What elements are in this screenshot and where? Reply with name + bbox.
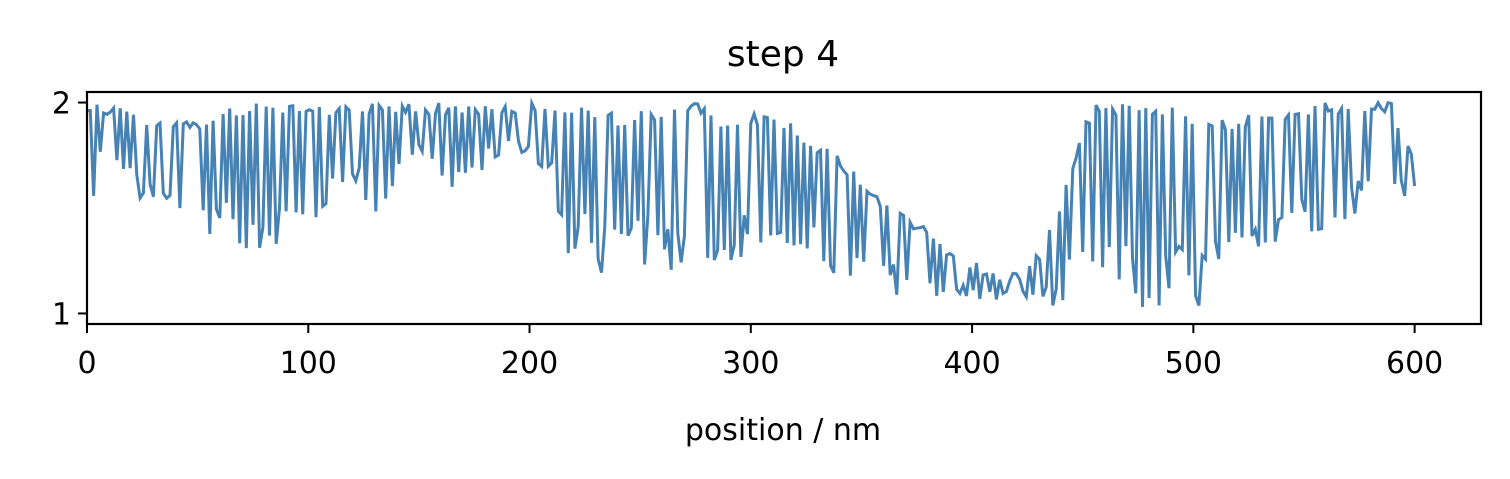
y-tick-label: 1 [52,297,71,332]
x-tick-label: 100 [280,346,337,381]
x-axis-label: position / nm [685,413,881,448]
x-tick-label: 600 [1386,346,1443,381]
chart-title: step 4 [727,34,839,75]
series-layer [86,97,1417,307]
x-tick-label: 200 [501,346,558,381]
plot-frame [85,90,1483,326]
x-tick-label: 500 [1165,346,1222,381]
x-tick-label: 300 [722,346,779,381]
x-tick-label: 400 [943,346,1000,381]
series-line [86,97,1417,307]
x-tick-label: 0 [77,346,96,381]
y-tick-label: 2 [52,87,71,122]
y-axis: 12 [52,87,87,332]
x-axis: 0 100 200 300 400 500 600 [77,324,1443,381]
